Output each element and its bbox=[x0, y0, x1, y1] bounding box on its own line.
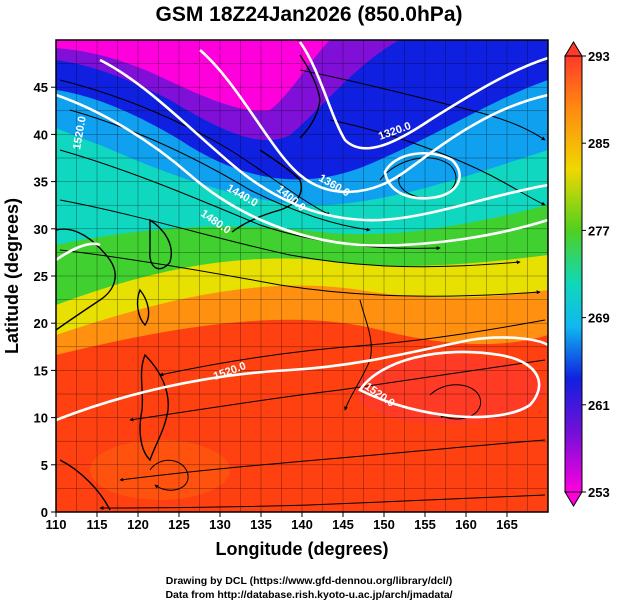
colorbar-tick-label: 285 bbox=[588, 136, 610, 151]
x-tick-label: 115 bbox=[87, 517, 108, 532]
contour-line bbox=[99, 58, 548, 222]
y-tick-label: 25 bbox=[34, 269, 48, 284]
x-tick-label: 110 bbox=[46, 517, 67, 532]
y-tick-label: 5 bbox=[41, 458, 48, 473]
streamline bbox=[59, 79, 331, 216]
streamline-vortex bbox=[379, 157, 457, 199]
colorbar-tick-label: 293 bbox=[588, 49, 610, 64]
contour-closed-high bbox=[358, 350, 541, 419]
streamline bbox=[299, 69, 546, 141]
streamline bbox=[59, 199, 521, 268]
colorbar-tick-label: 277 bbox=[588, 223, 610, 238]
contour-line bbox=[56, 242, 101, 262]
coastline-borneo bbox=[59, 459, 111, 511]
contour-line bbox=[56, 336, 548, 422]
y-axis-label: Latitude (degrees) bbox=[2, 198, 22, 354]
geopotential-contours bbox=[56, 41, 548, 422]
colorbar-bottom-arrow bbox=[564, 491, 583, 507]
streamline bbox=[129, 359, 546, 422]
x-tick-label: 125 bbox=[168, 517, 190, 532]
x-tick-label: 130 bbox=[209, 517, 231, 532]
band-magenta bbox=[56, 40, 330, 111]
x-tick-label: 145 bbox=[332, 517, 354, 532]
y-tick-label: 10 bbox=[34, 411, 48, 426]
credit-data: Data from http://database.rish.kyoto-u.a… bbox=[165, 589, 452, 601]
y-tick-label: 35 bbox=[34, 175, 48, 190]
streamline bbox=[119, 439, 546, 482]
y-tick-label: 40 bbox=[34, 127, 48, 142]
y-tick-label: 20 bbox=[34, 316, 48, 331]
y-tick-label: 15 bbox=[34, 363, 48, 378]
y-tick-label: 30 bbox=[34, 222, 48, 237]
streamline bbox=[59, 149, 441, 251]
streamline-vortex bbox=[149, 460, 189, 491]
x-tick-label: 135 bbox=[250, 517, 272, 532]
contour-closed-low bbox=[383, 151, 461, 200]
colorbar-top-arrow bbox=[564, 41, 583, 57]
colorbar-gradient bbox=[564, 55, 583, 493]
streamline bbox=[99, 494, 546, 510]
streamline bbox=[59, 249, 541, 297]
x-tick-label: 155 bbox=[414, 517, 436, 532]
x-tick-label: 160 bbox=[455, 517, 477, 532]
map-title: GSM 18Z24Jan2026 (850.0hPa) bbox=[155, 3, 462, 26]
map-plot-area: 1520.0 1440.0 1400.0 1360.0 1320.0 1480.… bbox=[56, 40, 548, 512]
x-tick-label: 140 bbox=[291, 517, 313, 532]
streamline bbox=[159, 319, 546, 377]
streamline-vortex bbox=[429, 384, 482, 420]
colorbar: 253 261 269 277 285 293 bbox=[564, 41, 610, 507]
contour-line bbox=[56, 93, 548, 247]
coastline-hokkaido-sakhalin bbox=[299, 54, 321, 139]
y-axis-ticks: 0 5 10 15 20 25 30 35 40 45 bbox=[34, 80, 56, 520]
contour-line bbox=[199, 49, 548, 194]
x-tick-label: 165 bbox=[496, 517, 518, 532]
x-axis-ticks: 110 115 120 125 130 135 140 145 150 155 160 165 bbox=[46, 512, 518, 532]
y-tick-label: 0 bbox=[41, 505, 48, 520]
y-tick-label: 45 bbox=[34, 80, 48, 95]
contour-label: 1520.0 bbox=[71, 115, 89, 150]
credit-drawing: Drawing by DCL (https://www.gfd-dennou.o… bbox=[166, 575, 452, 587]
x-axis-label: Longitude (degrees) bbox=[215, 539, 388, 559]
contour-line bbox=[298, 41, 548, 150]
coastline-japan-honshu bbox=[231, 149, 302, 233]
coastline-korea bbox=[149, 218, 172, 270]
coastline-taiwan bbox=[136, 288, 150, 327]
coastline-china bbox=[56, 228, 116, 331]
x-tick-label: 150 bbox=[373, 517, 395, 532]
colorbar-ticks: 253 261 269 277 285 293 bbox=[582, 49, 610, 500]
warm-core-west bbox=[90, 440, 230, 500]
streamline bbox=[329, 119, 546, 206]
colorbar-tick-label: 261 bbox=[588, 398, 610, 413]
colorbar-tick-label: 253 bbox=[588, 485, 610, 500]
x-tick-label: 120 bbox=[127, 517, 149, 532]
colorbar-tick-label: 269 bbox=[588, 311, 610, 326]
